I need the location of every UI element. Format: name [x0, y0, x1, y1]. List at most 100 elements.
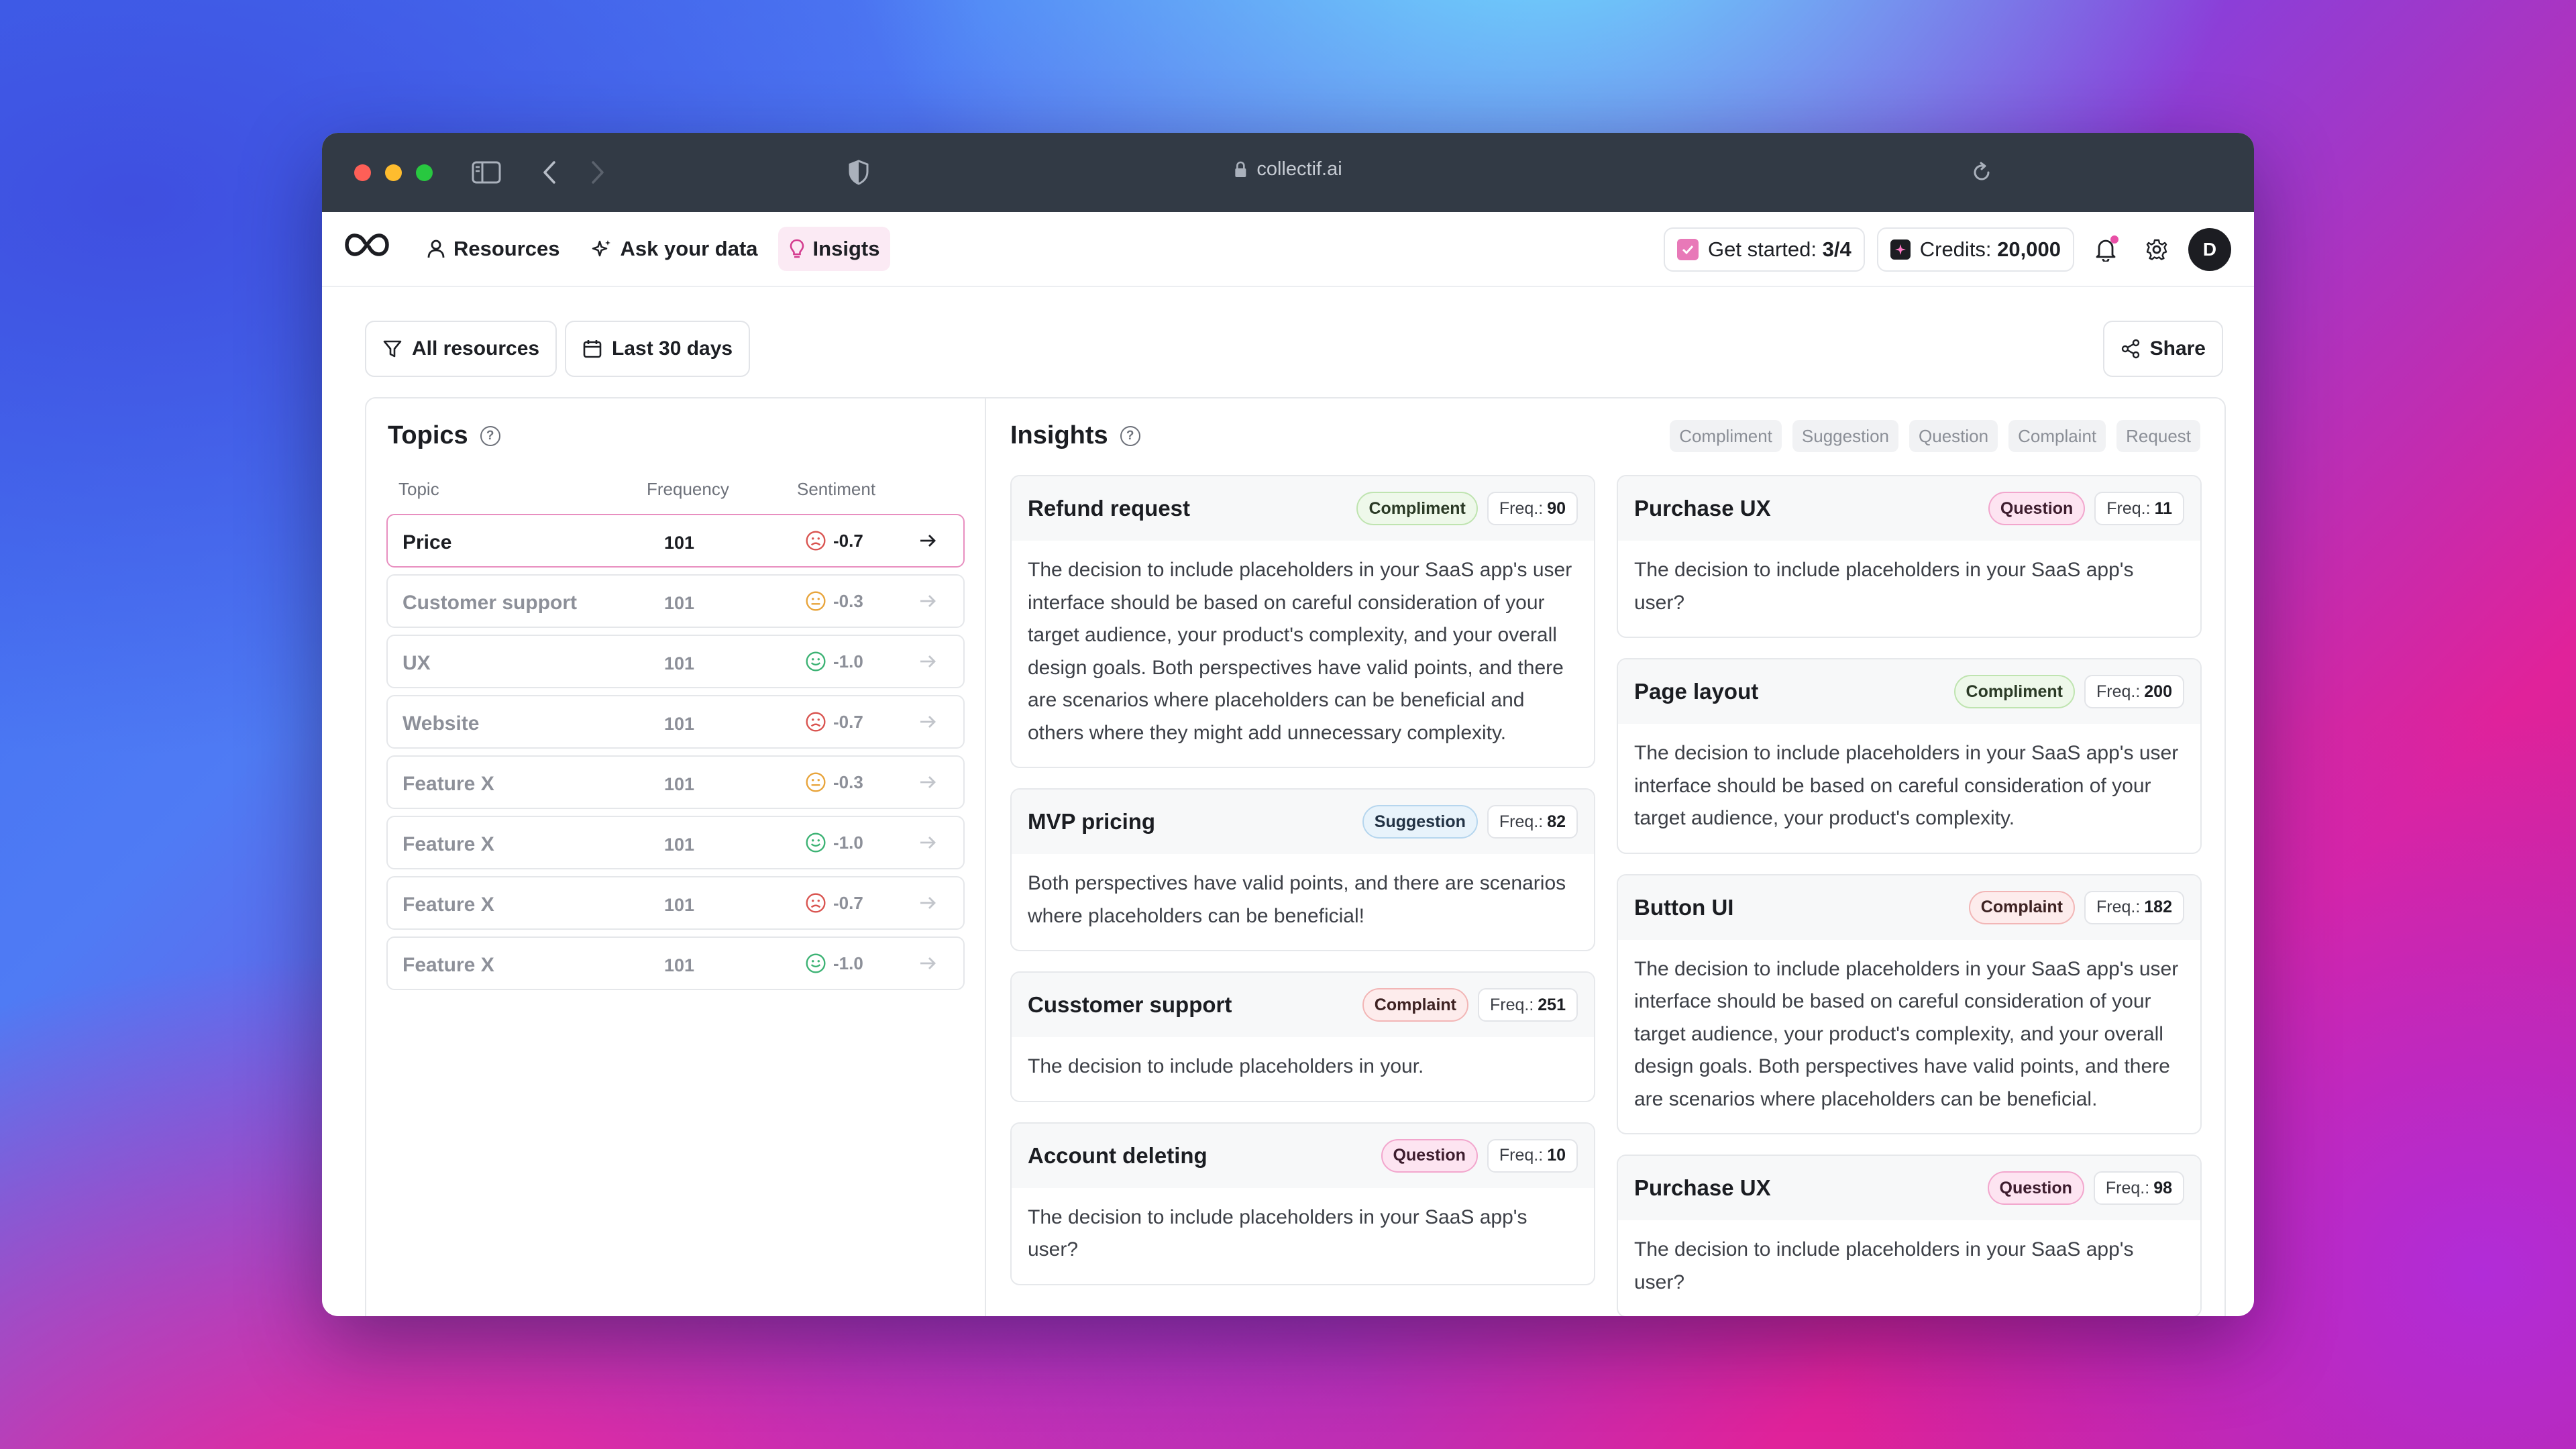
back-icon[interactable]: [539, 133, 559, 212]
filter-chip-question[interactable]: Question: [1909, 420, 1998, 452]
notifications-bell-icon[interactable]: [2086, 230, 2125, 269]
insight-card-header: Purchase UX Question Freq.: 98: [1618, 1156, 2200, 1220]
maximize-window-button[interactable]: [416, 164, 433, 181]
insight-text: The decision to include placeholders in …: [1028, 1205, 1527, 1261]
arrow-right-icon[interactable]: [918, 770, 938, 800]
topic-row[interactable]: Feature X 101 -1.0: [386, 816, 965, 869]
sentiment-positive-icon: [806, 953, 826, 973]
insight-frequency: Freq.: 11: [2094, 492, 2184, 525]
freq-label: Freq.:: [1499, 812, 1544, 831]
insight-title: Button UI: [1634, 894, 1734, 920]
sentiment-positive-icon: [806, 651, 826, 672]
insight-frequency: Freq.: 98: [2093, 1171, 2184, 1205]
get-started-label: Get started:: [1708, 237, 1817, 261]
insight-text: Both perspectives have valid points, and…: [1028, 872, 1566, 927]
insights-panel: Insights ? Compliment Suggestion Question C…: [987, 398, 2224, 1316]
arrow-right-icon[interactable]: [918, 830, 938, 860]
freq-label: Freq.:: [2106, 498, 2151, 518]
all-resources-filter-button[interactable]: All resources: [365, 321, 557, 377]
filter-chip-complaint[interactable]: Complaint: [2008, 420, 2106, 452]
sentiment-value: -0.7: [833, 711, 863, 732]
insight-card[interactable]: Refund request Compliment Freq.: 90 The deci…: [1010, 475, 1595, 768]
arrow-right-icon[interactable]: [918, 891, 938, 920]
address-bar[interactable]: collectif.ai: [1234, 158, 1342, 180]
freq-value: 10: [1547, 1146, 1566, 1165]
share-button[interactable]: Share: [2102, 321, 2223, 377]
topic-row[interactable]: Feature X 101 -0.7: [386, 876, 965, 930]
arrow-right-icon[interactable]: [918, 710, 938, 739]
topic-row[interactable]: Price 101 -0.7: [386, 514, 965, 568]
nav-insights[interactable]: Insigts: [777, 227, 891, 271]
browser-window: collectif.ai Resources Ask your data: [322, 133, 2254, 1316]
minimize-window-button[interactable]: [385, 164, 402, 181]
date-range-button[interactable]: Last 30 days: [565, 321, 751, 377]
arrow-right-icon[interactable]: [918, 951, 938, 981]
filter-chip-request[interactable]: Request: [2116, 420, 2200, 452]
share-icon: [2121, 339, 2139, 359]
user-avatar[interactable]: D: [2188, 228, 2231, 271]
insight-type-badge: Compliment: [1356, 492, 1478, 525]
help-icon[interactable]: ?: [1120, 425, 1140, 446]
topics-header: Topics ?: [388, 421, 500, 450]
user-icon: [427, 239, 445, 258]
insight-card[interactable]: Button UI Complaint Freq.: 182 The decision …: [1617, 873, 2202, 1134]
topic-row[interactable]: Feature X 101 -1.0: [386, 936, 965, 990]
reload-icon[interactable]: [1968, 133, 1995, 212]
topic-row[interactable]: UX 101 -1.0: [386, 635, 965, 688]
nav-insights-label: Insigts: [812, 237, 880, 260]
insight-card[interactable]: Page layout Compliment Freq.: 200 The decisi…: [1617, 658, 2202, 854]
sparkle-icon: [592, 240, 610, 257]
topics-table-header: Topic Frequency Sentiment: [398, 479, 963, 503]
lock-icon: [1235, 161, 1246, 177]
freq-value: 11: [2154, 498, 2172, 518]
sentiment-value: -1.0: [833, 651, 863, 672]
insight-card-header: Button UI Complaint Freq.: 182: [1618, 875, 2200, 940]
column-frequency: Frequency: [647, 479, 729, 499]
credits-button[interactable]: Credits: 20,000: [1876, 227, 2074, 272]
insight-card[interactable]: Purchase UX Question Freq.: 98 The decision …: [1617, 1155, 2202, 1316]
topics-list: Price 101 -0.7 Customer support 101 -0.3 UX 101…: [386, 514, 965, 997]
topic-frequency: 101: [664, 533, 695, 553]
main-panel: Topics ? Topic Frequency Sentiment Price…: [365, 397, 2226, 1316]
forward-icon[interactable]: [588, 133, 608, 212]
topic-sentiment: -0.7: [805, 530, 863, 551]
get-started-button[interactable]: Get started: 3/4: [1664, 227, 1865, 272]
topic-name: Website: [402, 712, 480, 735]
topic-sentiment: -0.3: [805, 590, 863, 612]
filter-chip-suggestion[interactable]: Suggestion: [1792, 420, 1899, 452]
insight-title: Refund request: [1028, 496, 1191, 521]
topic-row[interactable]: Feature X 101 -0.3: [386, 755, 965, 809]
insight-card[interactable]: MVP pricing Suggestion Freq.: 82 Both perspe…: [1010, 788, 1595, 951]
insight-card-header: MVP pricing Suggestion Freq.: 82: [1012, 790, 1594, 854]
sentiment-value: -1.0: [833, 953, 863, 973]
topic-name: Feature X: [402, 894, 494, 916]
insight-text: The decision to include placeholders in …: [1634, 957, 2179, 1110]
sidebar-toggle-icon[interactable]: [470, 133, 503, 212]
arrow-right-icon[interactable]: [918, 589, 938, 619]
collectif-logo[interactable]: [345, 232, 389, 266]
nav-resources[interactable]: Resources: [416, 227, 571, 271]
insight-card[interactable]: Purchase UX Question Freq.: 11 The decision …: [1617, 475, 2202, 638]
browser-toolbar: collectif.ai: [322, 133, 2254, 212]
insight-card[interactable]: Account deleting Question Freq.: 10 The deci…: [1010, 1122, 1595, 1285]
settings-gear-icon[interactable]: [2137, 230, 2176, 269]
insight-title: Purchase UX: [1634, 1175, 1771, 1200]
filter-icon: [383, 340, 402, 358]
insight-type-badge: Question: [1987, 1171, 2084, 1205]
arrow-right-icon[interactable]: [918, 649, 938, 679]
help-icon[interactable]: ?: [480, 425, 500, 446]
insight-card[interactable]: Cusstomer support Complaint Freq.: 251 The d…: [1010, 971, 1595, 1102]
filter-chip-compliment[interactable]: Compliment: [1670, 420, 1782, 452]
close-window-button[interactable]: [354, 164, 371, 181]
arrow-right-icon[interactable]: [918, 529, 938, 558]
nav-ask-your-data[interactable]: Ask your data: [580, 227, 769, 271]
insight-text: The decision to include placeholders in …: [1634, 742, 2179, 829]
topic-row[interactable]: Website 101 -0.7: [386, 695, 965, 749]
freq-value: 182: [2144, 898, 2172, 916]
insights-column-right: Purchase UX Question Freq.: 11 The decision …: [1617, 475, 2202, 1316]
insight-card-header: Account deleting Question Freq.: 10: [1012, 1123, 1594, 1188]
sentiment-neutral-icon: [806, 772, 826, 792]
topic-row[interactable]: Customer support 101 -0.3: [386, 574, 965, 628]
privacy-shield-icon[interactable]: [845, 133, 872, 212]
insight-text: The decision to include placeholders in …: [1634, 559, 2134, 614]
